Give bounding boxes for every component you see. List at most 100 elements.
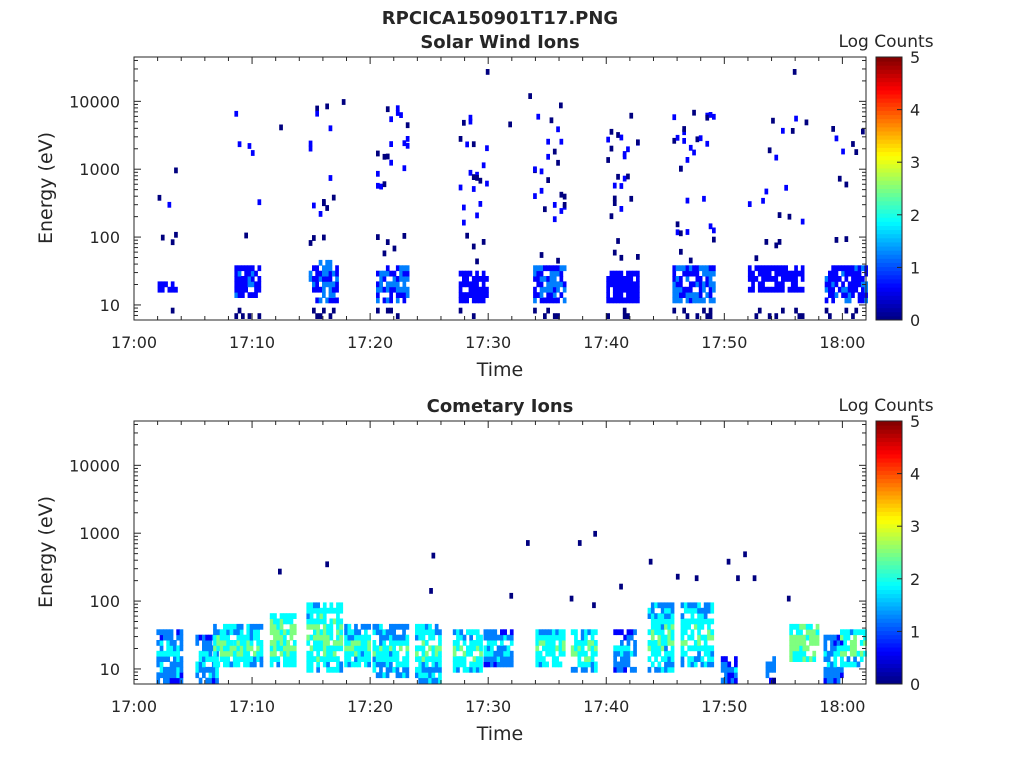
heatmap-cell	[156, 629, 161, 636]
heatmap-cell	[764, 286, 769, 293]
heatmap-cell	[809, 623, 813, 630]
heatmap-cell	[539, 270, 544, 277]
heatmap-cell	[269, 613, 274, 619]
heatmap-cell	[382, 153, 387, 160]
heatmap-cell	[176, 645, 180, 652]
heatmap-cell	[650, 650, 655, 657]
heatmap-cell	[215, 672, 219, 679]
heatmap-cell	[843, 640, 847, 646]
heatmap-cell	[629, 286, 634, 293]
heatmap-cell	[836, 650, 841, 657]
heatmap-cell	[332, 656, 337, 662]
heatmap-cell	[236, 661, 241, 668]
heatmap-cell	[702, 297, 706, 304]
heatmap-cell	[623, 666, 627, 673]
heatmap-cell	[421, 623, 426, 630]
heatmap-cell	[325, 259, 329, 266]
heatmap-cell	[774, 313, 779, 319]
heatmap-cell	[195, 661, 200, 668]
heatmap-cell	[587, 640, 592, 646]
colorbar-segment	[876, 147, 902, 153]
heatmap-cell	[471, 292, 476, 298]
heatmap-cell	[336, 645, 340, 652]
heatmap-cell	[269, 623, 274, 630]
heatmap-cell	[471, 313, 476, 319]
heatmap-cell	[169, 661, 174, 668]
heatmap-cell	[402, 640, 406, 646]
heatmap-cell	[559, 292, 564, 298]
heatmap-cell	[229, 661, 234, 668]
heatmap-cell	[315, 276, 319, 282]
heatmap-cell	[292, 650, 297, 657]
heatmap-cell	[667, 629, 672, 636]
heatmap-cell	[471, 276, 476, 282]
heatmap-cell	[382, 656, 387, 662]
heatmap-cell	[469, 650, 473, 657]
heatmap-cell	[392, 270, 397, 277]
heatmap-cell	[633, 645, 637, 652]
heatmap-cell	[767, 313, 772, 319]
heatmap-cell	[490, 656, 494, 662]
heatmap-cell	[322, 618, 327, 625]
heatmap-cell	[176, 656, 180, 662]
heatmap-cell	[844, 236, 849, 242]
heatmap-cell	[584, 656, 588, 662]
heatmap-cell	[702, 286, 706, 293]
heatmap-cell	[179, 645, 184, 652]
heatmap-cell	[558, 645, 563, 652]
heatmap-cell	[650, 607, 655, 614]
heatmap-cell	[329, 656, 334, 662]
colorbar-segment	[876, 270, 902, 276]
heatmap-cell	[577, 661, 582, 668]
heatmap-cell	[594, 661, 598, 668]
heatmap-cell	[481, 162, 486, 169]
heatmap-cell	[160, 281, 165, 288]
heatmap-cell	[622, 307, 627, 314]
heatmap-cell	[392, 245, 397, 252]
heatmap-cell	[703, 645, 708, 652]
colorbar-tick-label: 5	[910, 48, 920, 67]
heatmap-cell	[831, 297, 835, 304]
heatmap-cell	[306, 607, 311, 614]
heatmap-cell	[395, 281, 400, 288]
colorbar-segment	[876, 568, 902, 574]
heatmap-cell	[428, 634, 432, 641]
colorbar-segment	[876, 225, 902, 231]
heatmap-cell	[823, 672, 828, 679]
heatmap-cell	[289, 618, 294, 625]
heatmap-cell	[438, 661, 442, 668]
heatmap-cell	[478, 177, 483, 184]
heatmap-cell	[382, 634, 387, 641]
heatmap-cell	[500, 634, 504, 641]
heatmap-cell	[389, 623, 393, 630]
heatmap-cell	[675, 265, 680, 272]
heatmap-cell	[253, 634, 257, 641]
heatmap-cell	[462, 204, 466, 211]
colorbar-segment	[876, 221, 902, 226]
heatmap-cell	[846, 661, 851, 668]
heatmap-cell	[156, 656, 161, 662]
heatmap-cell	[372, 645, 377, 652]
colorbar-segment	[876, 507, 902, 512]
heatmap-cell	[660, 640, 665, 646]
heatmap-cell	[503, 656, 507, 662]
heatmap-cell	[794, 270, 798, 277]
heatmap-cell	[208, 650, 213, 657]
heatmap-cell	[833, 640, 838, 646]
heatmap-cell	[664, 645, 668, 652]
heatmap-cell	[198, 666, 203, 673]
heatmap-cell	[626, 650, 631, 657]
heatmap-cell	[458, 297, 463, 304]
heatmap-cell	[223, 634, 227, 641]
heatmap-cell	[700, 623, 705, 630]
heatmap-cell	[350, 661, 355, 668]
colorbar-segment	[876, 614, 902, 619]
heatmap-cell	[163, 634, 167, 641]
heatmap-cell	[667, 661, 672, 668]
heatmap-cell	[354, 656, 358, 662]
colorbar-segment	[876, 274, 902, 280]
heatmap-cell	[823, 677, 828, 684]
colorbar-segment	[876, 515, 902, 521]
heatmap-cell	[174, 231, 178, 238]
heatmap-cell	[826, 672, 831, 679]
